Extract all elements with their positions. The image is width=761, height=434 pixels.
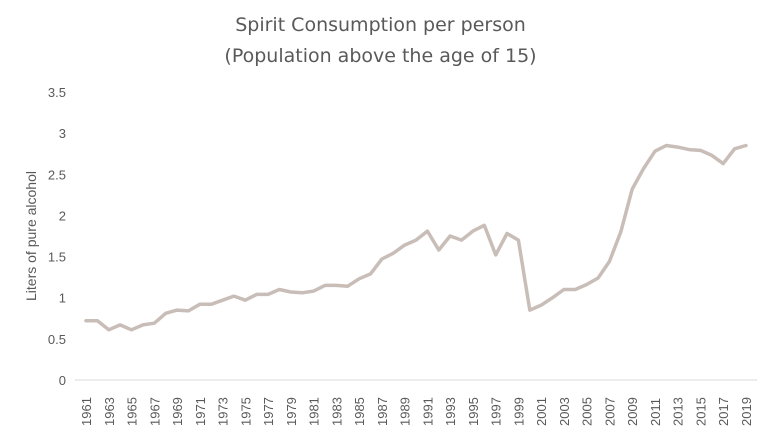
x-tick-label: 2009: [625, 397, 640, 426]
x-tick-label: 2017: [716, 397, 731, 426]
x-tick-label: 1983: [329, 397, 344, 426]
y-tick-label: 1: [59, 291, 66, 306]
x-tick-label: 2007: [602, 397, 617, 426]
x-tick-label: 1981: [307, 397, 322, 426]
chart-title-line-2: (Population above the age of 15): [224, 45, 537, 67]
x-tick-label: 2001: [534, 397, 549, 426]
x-tick-label: 1963: [102, 397, 117, 426]
y-tick-label: 3.5: [48, 85, 66, 100]
x-tick-label: 1975: [238, 397, 253, 426]
x-tick-label: 1987: [375, 397, 390, 426]
y-axis-label: Liters of pure alcohol: [23, 171, 39, 301]
x-tick-label: 1979: [284, 397, 299, 426]
y-tick-label: 1.5: [48, 250, 66, 265]
x-tick-label: 1995: [466, 397, 481, 426]
x-tick-label: 1997: [489, 397, 504, 426]
x-tick-label: 1969: [170, 397, 185, 426]
series-line: [84, 143, 748, 332]
x-tick-label: 1977: [261, 397, 276, 426]
x-tick-label: 1965: [125, 397, 140, 426]
y-tick-label: 0: [59, 373, 66, 388]
x-tick-label: 1961: [79, 397, 94, 426]
x-tick-label: 1989: [398, 397, 413, 426]
x-tick-label: 1985: [352, 397, 367, 426]
chart-title-line-1: Spirit Consumption per person: [235, 14, 526, 36]
x-tick-label: 1991: [420, 397, 435, 426]
x-tick-label: 1999: [511, 397, 526, 426]
x-tick-label: 1993: [443, 397, 458, 426]
x-tick-label: 1973: [216, 397, 231, 426]
y-tick-label: 3: [59, 126, 66, 141]
y-tick-label: 0.5: [48, 332, 66, 347]
y-tick-label: 2: [59, 208, 66, 223]
x-tick-label: 1971: [193, 397, 208, 426]
x-tick-label: 2013: [671, 397, 686, 426]
x-tick-label: 2003: [557, 397, 572, 426]
x-tick-label: 2011: [648, 398, 663, 426]
y-tick-label: 2.5: [48, 167, 66, 182]
x-tick-label: 1967: [147, 397, 162, 426]
x-tick-label: 2015: [693, 397, 708, 426]
x-tick-label: 2019: [739, 397, 754, 426]
x-tick-label: 2005: [580, 397, 595, 426]
